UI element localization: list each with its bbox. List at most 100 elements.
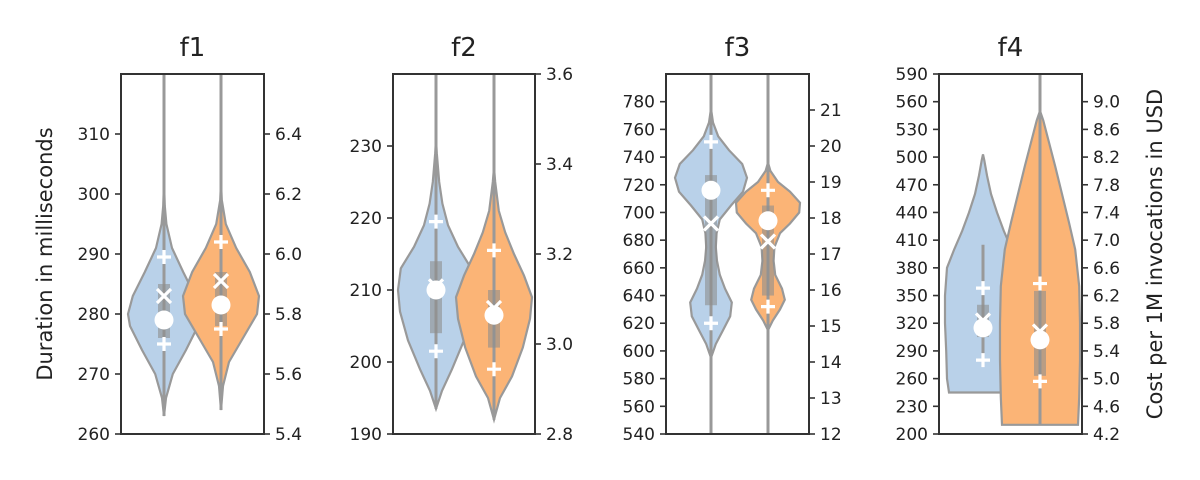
y-tick-label: 560 [623, 397, 655, 417]
percentile-high-marker [761, 183, 775, 198]
y-tick-label: 500 [896, 148, 928, 168]
mean-marker [758, 211, 778, 231]
y-tick-label: 540 [623, 425, 655, 445]
mean-marker [1030, 330, 1050, 350]
panel-title: f3 [725, 33, 751, 63]
cost-tick-label: 17 [820, 245, 842, 265]
percentile-low-marker [214, 322, 228, 336]
y-tick-label: 230 [350, 137, 382, 157]
panel-title: f1 [180, 33, 206, 63]
y-tick-label: 270 [78, 365, 110, 385]
y-axis-right-label: Cost per 1M invocations in USD [1143, 89, 1167, 419]
y-tick-label: 680 [623, 231, 655, 251]
violin-iqr-box [705, 175, 717, 306]
percentile-low-marker [704, 316, 718, 331]
cost-tick-label: 6.0 [275, 245, 302, 265]
panel-title: f4 [998, 33, 1024, 63]
percentile-high-marker [976, 281, 990, 296]
cost-tick-label: 7.4 [1093, 203, 1120, 223]
violin-f2-1 [396, 74, 476, 413]
y-tick-label: 350 [896, 287, 928, 307]
cost-tick-label: 13 [820, 389, 842, 409]
y-tick-label: 380 [896, 259, 928, 279]
percentile-high-marker [704, 134, 718, 149]
cost-tick-label: 6.4 [275, 125, 302, 145]
violin-f1-1 [126, 74, 202, 417]
y-tick-label: 220 [350, 209, 382, 229]
y-axis-left-label: Duration in milliseconds [33, 127, 57, 380]
y-tick-label: 720 [623, 176, 655, 196]
y-tick-label: 200 [350, 353, 382, 373]
cross-marker [702, 215, 720, 232]
y-tick-label: 300 [78, 185, 110, 205]
y-tick-label: 560 [896, 93, 928, 113]
percentile-low-marker [761, 299, 775, 314]
cost-tick-label: 6.6 [1093, 259, 1120, 279]
y-tick-label: 210 [350, 281, 382, 301]
panel-f3: f3 540 560 580 600 620 640 660 680 700 720 740 760 78… [623, 33, 842, 445]
violin-f2-2 [454, 74, 534, 424]
cost-tick-label: 5.8 [1093, 314, 1120, 334]
cost-tick-label: 4.2 [1093, 425, 1120, 445]
cost-tick-label: 6.2 [275, 185, 302, 205]
violin-f3-2 [734, 74, 802, 434]
y-tick-label: 280 [78, 305, 110, 325]
percentile-high-marker [429, 214, 443, 229]
panel-frame [665, 73, 810, 435]
cost-tick-label: 5.8 [275, 305, 302, 325]
y-tick-label: 320 [896, 314, 928, 334]
y-tick-label: 260 [78, 425, 110, 445]
y-tick-label: 290 [896, 342, 928, 362]
y-tick-label: 410 [896, 231, 928, 251]
cost-tick-label: 14 [820, 353, 842, 373]
cross-marker [212, 272, 230, 290]
y-tick-label: 780 [623, 93, 655, 113]
panel-f1: f1 260 270 280 290 300 310 5.4 5.6 5.8 6.0 6.2 6.4 [78, 33, 303, 445]
cost-tick-label: 19 [820, 173, 842, 193]
percentile-high-marker [487, 243, 501, 258]
panel-f2: f2 190 200 210 220 230 2.8 3.0 3.2 3.4 3.6 [350, 33, 574, 445]
cost-tick-label: 6.2 [1093, 287, 1120, 307]
mean-marker [154, 310, 174, 330]
violin-f3-1 [673, 74, 749, 434]
cost-tick-label: 16 [820, 281, 842, 301]
y-tick-label: 470 [896, 176, 928, 196]
y-tick-label: 740 [623, 148, 655, 168]
cost-tick-label: 2.8 [546, 425, 573, 445]
percentile-low-marker [487, 362, 501, 377]
mean-marker [701, 180, 721, 200]
cost-tick-label: 3.2 [546, 245, 573, 265]
y-tick-label: 440 [896, 203, 928, 223]
y-tick-label: 760 [623, 120, 655, 140]
y-tick-label: 700 [623, 203, 655, 223]
y-tick-label: 530 [896, 120, 928, 140]
chart-panels: f1 260 270 280 290 300 310 5.4 5.6 5.8 6.0 6.2 6.4 f2… [78, 33, 1121, 445]
y-tick-label: 600 [623, 342, 655, 362]
cost-tick-label: 5.6 [275, 365, 302, 385]
percentile-high-marker [157, 250, 171, 264]
mean-marker [484, 305, 504, 325]
percentile-low-marker [1033, 374, 1047, 389]
cost-tick-label: 4.6 [1093, 397, 1120, 417]
cost-tick-label: 3.0 [546, 335, 573, 355]
y-tick-label: 200 [896, 425, 928, 445]
cost-tick-label: 5.0 [1093, 370, 1120, 390]
y-tick-label: 290 [78, 245, 110, 265]
y-tick-label: 640 [623, 287, 655, 307]
y-tick-label: 260 [896, 370, 928, 390]
violin-f4-2 [998, 74, 1082, 426]
cost-tick-label: 9.0 [1093, 93, 1120, 113]
y-tick-label: 580 [623, 370, 655, 390]
y-tick-label: 620 [623, 314, 655, 334]
cost-tick-label: 5.4 [1093, 342, 1120, 362]
y-tick-label: 310 [78, 125, 110, 145]
cost-tick-label: 7.0 [1093, 231, 1120, 251]
cost-tick-label: 3.4 [546, 155, 573, 175]
mean-marker [973, 318, 993, 338]
y-tick-label: 590 [896, 65, 928, 85]
panel-frame [938, 73, 1083, 435]
cost-tick-label: 7.8 [1093, 176, 1120, 196]
percentile-high-marker [214, 235, 228, 249]
y-tick-label: 230 [896, 397, 928, 417]
